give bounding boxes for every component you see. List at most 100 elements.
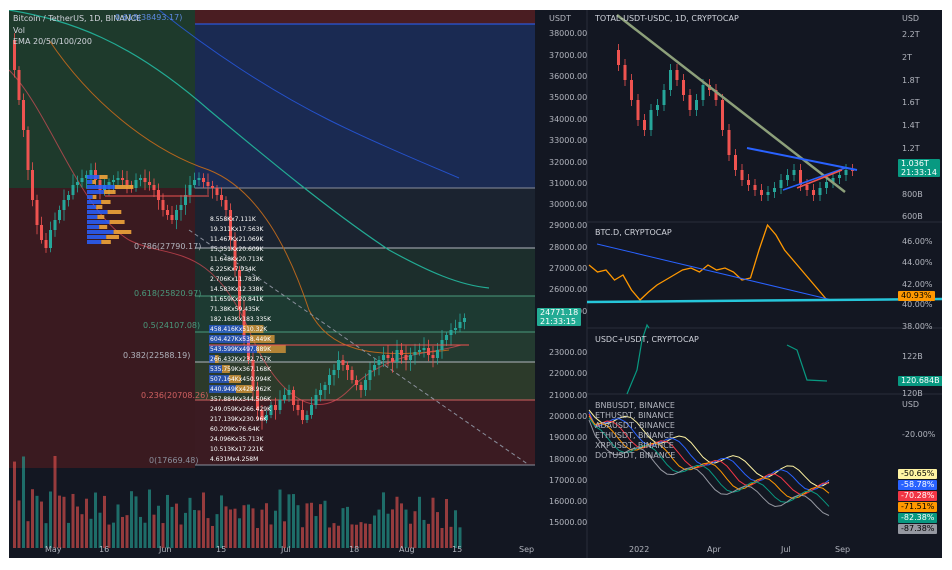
candle-body — [170, 215, 174, 220]
volume-bar — [71, 493, 75, 548]
alts-value-badge: -50.65% — [898, 469, 938, 479]
price-axis-tick: 26000.00 — [549, 285, 588, 294]
vp-bar-blue — [209, 325, 243, 333]
total-candle-body — [682, 80, 685, 95]
volume-bar — [94, 492, 97, 548]
fib-level-label: 0.382(22588.19) — [123, 351, 191, 360]
chart-canvas[interactable] — [9, 10, 942, 558]
candle-body — [265, 415, 268, 420]
volume-bar — [35, 495, 39, 548]
volume-profile-label: 19.311Kx17.563K — [210, 226, 264, 233]
volume-profile-label: 24.096Kx35.713K — [210, 436, 264, 443]
volume-bar — [238, 518, 241, 548]
total-axis-tick: 2.2T — [902, 30, 920, 39]
fib-zone-blue — [195, 24, 535, 188]
candle-body — [58, 210, 61, 220]
volume-bar — [296, 505, 300, 548]
volume-profile-bar-blue — [87, 195, 93, 199]
candle-body — [436, 350, 439, 358]
candle-body — [269, 405, 273, 415]
fib-zone-top-strip — [195, 10, 535, 24]
alt-series-line — [588, 419, 830, 516]
candle-body — [13, 40, 16, 70]
volume-bar — [134, 496, 138, 548]
volume-bar — [301, 527, 304, 548]
volume-bar — [220, 495, 223, 548]
volume-bar — [40, 501, 43, 548]
price-axis-tick: 21000.00 — [549, 391, 588, 400]
price-axis-tick: 20000.00 — [549, 412, 588, 421]
btcd-axis-tick: 38.00% — [902, 322, 933, 331]
volume-bar — [310, 502, 313, 548]
volume-bar — [337, 525, 340, 548]
volume-bar — [13, 461, 16, 548]
total-candle-body — [734, 155, 737, 170]
time-axis-tick: Sep — [519, 545, 535, 554]
volume-bar — [26, 521, 30, 548]
candle-body — [184, 195, 187, 205]
symbol-title[interactable]: Bitcoin / TetherUS, 1D, BINANCE — [13, 14, 142, 23]
ema-indicator-label[interactable]: EMA 20/50/100/200 — [13, 37, 92, 46]
volume-bar — [31, 489, 34, 548]
volume-bar — [17, 500, 21, 548]
volume-bar — [355, 524, 358, 548]
volume-bar — [103, 495, 106, 548]
total-candle-body — [844, 170, 848, 175]
candle-body — [386, 355, 390, 358]
alts-value-badge: -87.38% — [898, 524, 938, 534]
btcd-panel-title[interactable]: BTC.D, CRYPTOCAP — [595, 228, 672, 237]
usdc-panel-title[interactable]: USDC+USDT, CRYPTOCAP — [595, 335, 699, 344]
volume-profile-bar-blue — [87, 190, 105, 194]
volume-bar — [418, 496, 421, 548]
volume-profile-label: 60.209Kx76.64K — [210, 426, 260, 433]
volume-profile-bar-blue — [87, 225, 100, 229]
volume-profile-bar-blue — [87, 240, 102, 244]
volume-indicator-label[interactable]: Vol — [13, 26, 25, 35]
candle-body — [287, 390, 291, 395]
volume-bar — [107, 524, 111, 548]
trend-dashed-line — [188, 229, 530, 466]
total-axis-tick: 2T — [902, 53, 912, 62]
alts-value-badge: -58.78% — [898, 480, 938, 490]
candle-body — [377, 360, 381, 365]
total-axis-tick: 1.4T — [902, 121, 920, 130]
total-panel-title[interactable]: TOTAL-USDT-USDC, 1D, CRYPTOCAP — [595, 14, 739, 23]
candle-body — [71, 185, 75, 195]
total-axis-tick: 1.6T — [902, 98, 920, 107]
volume-bar — [269, 524, 273, 548]
volume-bar — [391, 509, 394, 548]
volume-bar — [211, 525, 214, 548]
candle-body — [161, 200, 165, 210]
volume-bar — [427, 523, 430, 548]
time-axis-tick: May — [45, 545, 62, 554]
total-triangle-red — [796, 169, 843, 189]
alts-series-title: XRPUSDT, BINANCE — [595, 441, 674, 450]
candle-body — [220, 195, 223, 200]
candle-body — [148, 182, 151, 185]
vp-bar-blue — [209, 335, 250, 343]
volume-bar — [112, 522, 115, 548]
total-candle-body — [662, 90, 666, 105]
btcd-axis-tick: 46.00% — [902, 237, 933, 246]
volume-bar — [400, 503, 403, 548]
candle-body — [400, 350, 403, 355]
time-axis-tick: 16 — [99, 545, 110, 554]
volume-bar — [404, 509, 408, 548]
total-axis-tick: 800B — [902, 190, 923, 199]
fib-level-label: 0.618(25820.97) — [134, 289, 202, 298]
volume-bar — [445, 499, 448, 548]
total-candle-body — [656, 105, 659, 110]
volume-profile-label: 14.583Kx12.338K — [210, 286, 264, 293]
total-candle-body — [714, 90, 718, 100]
candle-body — [62, 200, 66, 210]
volume-bar — [341, 508, 345, 548]
volume-bar — [125, 515, 129, 548]
volume-bar — [98, 512, 102, 548]
volume-bar — [139, 516, 142, 548]
vp-bar-orange — [222, 365, 230, 373]
time-axis-tick: Sep — [835, 545, 851, 554]
total-candle-body — [617, 50, 620, 65]
price-axis-tick: 32000.00 — [549, 158, 588, 167]
volume-profile-bar-orange — [96, 205, 103, 209]
volume-bar — [170, 506, 174, 548]
